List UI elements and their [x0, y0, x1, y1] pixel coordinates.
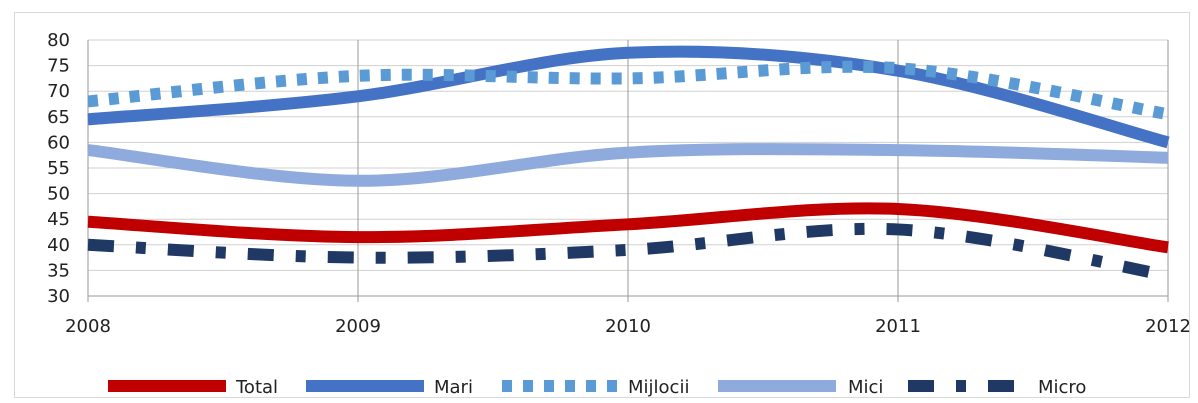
- x-tick-label: 2010: [605, 316, 651, 337]
- legend-item-mici: Mici: [718, 377, 883, 398]
- y-tick-label: 45: [47, 209, 70, 230]
- chart-frame: [14, 12, 1190, 398]
- legend-item-mijlocii: Mijlocii: [502, 377, 689, 398]
- y-tick-label: 80: [47, 30, 70, 51]
- x-tick-label: 2009: [335, 316, 381, 337]
- y-tick-label: 70: [47, 81, 70, 102]
- legend-label: Total: [235, 377, 278, 398]
- y-tick-label: 50: [47, 184, 70, 205]
- y-tick-label: 30: [47, 286, 70, 307]
- legend-label: Mijlocii: [628, 377, 689, 398]
- x-tick-label: 2008: [65, 316, 111, 337]
- y-tick-label: 35: [47, 260, 70, 281]
- series-lines: [87, 45, 1170, 282]
- y-tick-label: 40: [47, 235, 70, 256]
- tick-labels: 30 35 40 45 50 55 60 65 70 75 80 2008 2009 2010 2011 20…: [47, 30, 1191, 337]
- legend-item-micro: Micro: [908, 377, 1086, 398]
- axes: [87, 40, 1169, 302]
- x-tick-label: 2011: [875, 316, 921, 337]
- x-tick-label: 2012: [1145, 316, 1191, 337]
- legend: Total Mari Mijlocii Mici Micro: [108, 377, 1086, 398]
- series-line-total: [87, 202, 1169, 254]
- y-tick-label: 55: [47, 158, 70, 179]
- y-tick-label: 75: [47, 56, 70, 77]
- series-line-mari: [87, 45, 1170, 149]
- legend-label: Mari: [434, 377, 473, 398]
- series-line-mici: [87, 143, 1169, 187]
- legend-label: Micro: [1038, 377, 1086, 398]
- y-tick-label: 65: [47, 107, 70, 128]
- legend-item-total: Total: [108, 377, 278, 398]
- y-tick-label: 60: [47, 132, 70, 153]
- legend-item-mari: Mari: [306, 377, 473, 398]
- series-line-micro: [87, 222, 1170, 282]
- series-line-mijlocii: [87, 60, 1170, 121]
- legend-label: Mici: [848, 377, 883, 398]
